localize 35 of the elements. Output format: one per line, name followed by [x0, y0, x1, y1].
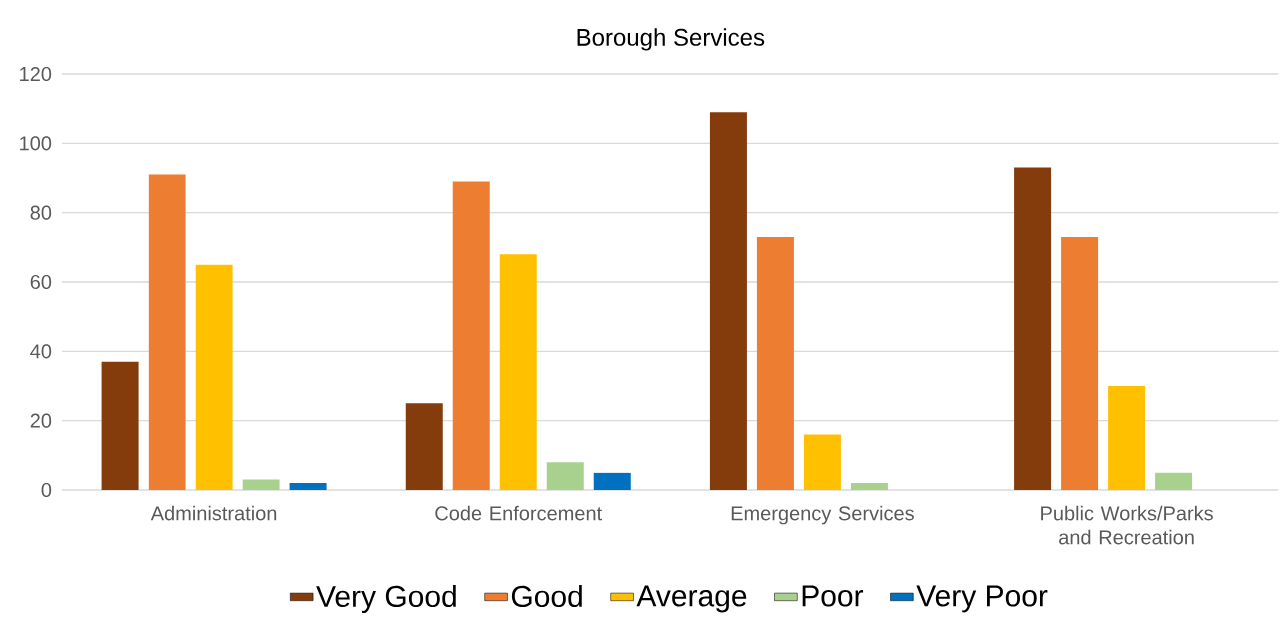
bar	[101, 361, 139, 490]
x-tick-label: Emergency Services	[731, 505, 914, 525]
bar	[546, 462, 584, 490]
legend-label: Average	[636, 585, 747, 613]
bar	[1155, 472, 1193, 490]
bar	[289, 483, 327, 490]
legend-label: Good	[511, 585, 582, 608]
bar	[148, 174, 186, 490]
y-tick-label: 100	[20, 136, 52, 151]
y-tick-label: 20	[30, 413, 52, 428]
y-tick-label: 80	[30, 205, 52, 220]
bar	[499, 254, 537, 490]
y-tick-label: 40	[30, 344, 52, 359]
bar	[195, 264, 233, 490]
legend-label: Poor	[802, 585, 864, 607]
bar	[709, 112, 747, 490]
legend-label: Very Poor	[916, 585, 1048, 613]
y-tick-label: 60	[30, 274, 52, 290]
bar	[1061, 236, 1099, 490]
bar	[1108, 386, 1146, 490]
bar	[242, 479, 280, 490]
chart-title: Borough Services	[577, 28, 765, 51]
bar	[756, 236, 794, 490]
bar	[850, 483, 888, 490]
bar	[405, 403, 443, 490]
y-tick-label: 0	[41, 482, 52, 498]
x-tick-label: Administration	[150, 505, 277, 521]
x-tick-label: Public Works/Parks and Recreation	[1041, 505, 1213, 545]
bar	[803, 434, 841, 490]
bar	[452, 181, 490, 490]
x-tick-label: Code Enforcement	[435, 505, 603, 521]
y-tick-label: 120	[20, 66, 52, 82]
bar	[1014, 167, 1052, 490]
bar	[593, 472, 631, 490]
legend-label: Very Good	[316, 585, 456, 614]
